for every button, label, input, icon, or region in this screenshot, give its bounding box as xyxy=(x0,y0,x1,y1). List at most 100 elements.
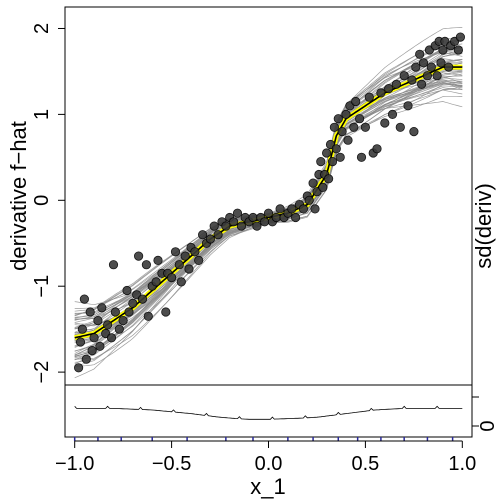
data-point xyxy=(176,277,186,287)
x-tick-label: 1.0 xyxy=(448,453,476,475)
draw-curve xyxy=(74,27,463,306)
data-point xyxy=(409,127,419,137)
data-point xyxy=(416,79,427,89)
data-point xyxy=(387,109,398,120)
data-point xyxy=(170,247,181,257)
data-point xyxy=(232,208,243,218)
data-point xyxy=(436,58,446,68)
sd-tick-label: 0 xyxy=(477,420,499,431)
data-point xyxy=(180,251,190,261)
data-point xyxy=(444,62,454,72)
data-point xyxy=(128,298,138,308)
data-point xyxy=(77,324,88,334)
data-point xyxy=(395,122,405,132)
data-point xyxy=(134,251,144,261)
data-point xyxy=(122,285,132,296)
data-point xyxy=(93,315,103,326)
data-point xyxy=(229,217,239,227)
data-point xyxy=(287,204,297,214)
data-point xyxy=(349,122,359,132)
data-point xyxy=(79,294,90,304)
sd-axis: 0 xyxy=(472,396,499,432)
data-point xyxy=(329,122,339,132)
data-point xyxy=(114,324,124,334)
data-point xyxy=(453,45,463,55)
data-point xyxy=(153,255,163,265)
draw-curve xyxy=(74,50,463,321)
data-point xyxy=(384,84,394,94)
data-point xyxy=(103,320,113,330)
draw-curve xyxy=(74,101,463,379)
sd-panel-frame xyxy=(64,384,473,438)
data-point xyxy=(290,212,301,223)
data-point xyxy=(81,354,91,364)
data-point xyxy=(151,277,161,287)
data-point xyxy=(236,221,246,231)
data-point xyxy=(455,32,465,42)
x-rug-ticks xyxy=(73,437,454,441)
draw-curve xyxy=(74,58,463,329)
data-point xyxy=(411,62,421,72)
x-tick-label: 0.5 xyxy=(351,453,379,475)
x-axis: −1.0 −0.5 0.0 0.5 1.0 xyxy=(55,440,476,475)
y-tick-label: 1 xyxy=(31,109,53,120)
data-point xyxy=(137,294,148,304)
data-point xyxy=(110,307,121,317)
draw-curve xyxy=(74,58,463,329)
data-point xyxy=(75,337,86,347)
data-point xyxy=(364,92,374,102)
data-point xyxy=(205,234,215,244)
sd-curve xyxy=(74,405,463,420)
data-point xyxy=(87,345,97,356)
data-point xyxy=(327,157,338,167)
data-point xyxy=(118,315,128,326)
data-point xyxy=(438,45,448,55)
draw-curve xyxy=(74,49,463,317)
data-point xyxy=(415,49,425,59)
data-point xyxy=(259,217,270,227)
data-point xyxy=(418,58,429,68)
data-point xyxy=(308,178,318,188)
data-point xyxy=(316,157,326,167)
data-point xyxy=(271,212,281,223)
data-point xyxy=(124,307,134,317)
data-point xyxy=(310,204,320,214)
data-point xyxy=(426,62,436,72)
draw-curve xyxy=(74,48,463,317)
data-point xyxy=(97,303,107,313)
data-point xyxy=(337,127,347,137)
data-point xyxy=(143,311,153,321)
data-point xyxy=(399,71,409,81)
data-point xyxy=(333,114,343,124)
data-point xyxy=(194,255,204,265)
data-point xyxy=(108,260,119,270)
data-point xyxy=(422,71,432,81)
data-point xyxy=(323,174,334,184)
x-axis-label: x_1 xyxy=(250,474,285,499)
data-point xyxy=(95,341,105,351)
data-point xyxy=(391,79,401,89)
data-point xyxy=(372,144,382,154)
data-point xyxy=(321,148,332,158)
data-point xyxy=(184,264,194,274)
data-point xyxy=(248,212,258,223)
right-axis-label: sd(deriv) xyxy=(471,183,496,269)
data-point xyxy=(376,88,386,98)
data-point xyxy=(161,307,171,317)
data-point xyxy=(331,144,341,154)
data-point xyxy=(221,221,231,231)
x-tick-label: 0.0 xyxy=(255,453,283,475)
data-point xyxy=(190,247,200,257)
data-point xyxy=(275,204,285,214)
data-point xyxy=(403,101,413,111)
data-point xyxy=(380,118,390,128)
data-point xyxy=(341,109,351,120)
data-point xyxy=(335,152,345,162)
observed-points xyxy=(74,32,465,373)
sd-derivative-curve xyxy=(74,405,463,420)
data-point xyxy=(354,114,365,124)
data-point xyxy=(209,221,219,231)
draw-curve xyxy=(74,40,463,314)
y-tick-label: 0 xyxy=(31,195,53,206)
y-tick-label: 2 xyxy=(31,23,53,34)
